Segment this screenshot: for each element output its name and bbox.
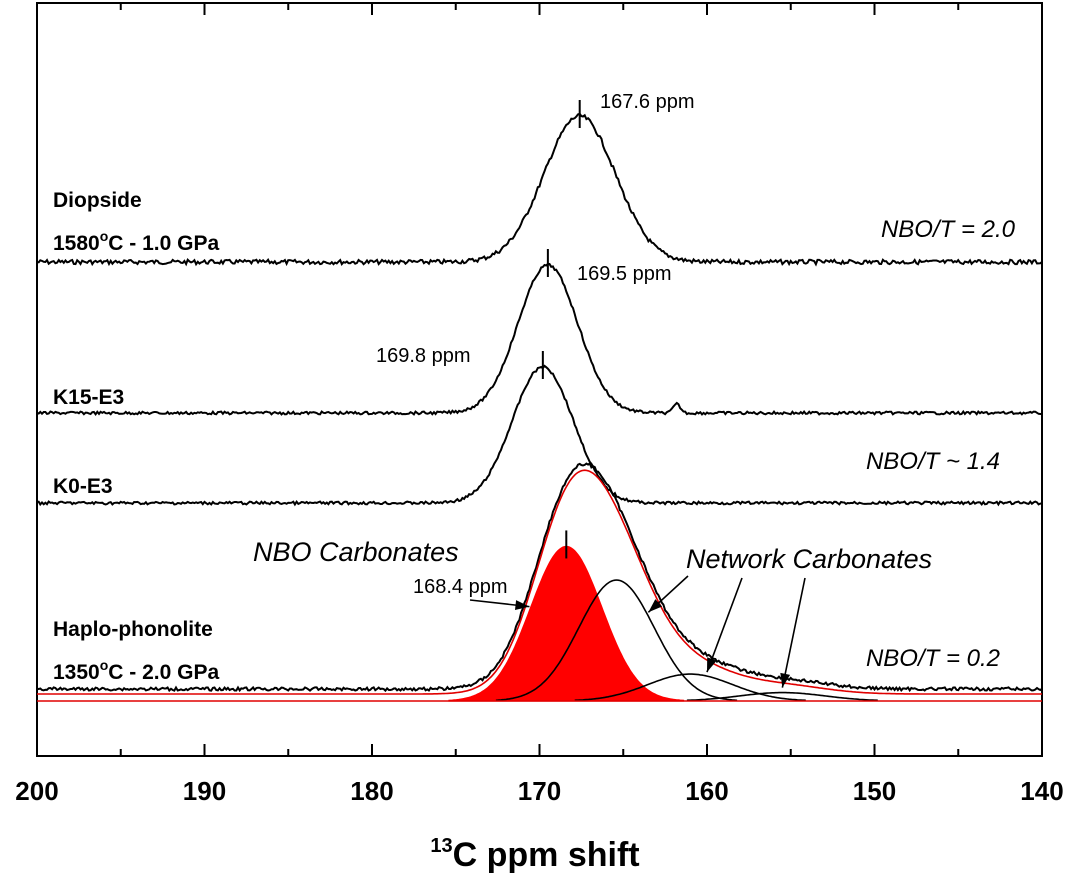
group-label-nbo-carbonates: NBO Carbonates [253, 537, 459, 567]
x-tick-label-200: 200 [15, 776, 58, 806]
x-axis-ticks [36, 3, 1043, 756]
nbo-t-haplo: NBO/T = 0.2 [866, 645, 1000, 672]
sample-label-diopside: Diopside [53, 189, 142, 212]
sample-label-k0: K0-E3 [53, 475, 113, 498]
annotations-layer [469, 100, 806, 688]
series-k0-spectrum-2 [36, 364, 1043, 507]
peak-label-diopside: 167.6 ppm [600, 91, 695, 113]
x-tick-label-160: 160 [685, 776, 728, 806]
peak-label-k15: 169.5 ppm [577, 263, 672, 285]
sample-label-k15: K15-E3 [53, 386, 124, 409]
peak-label-k0: 169.8 ppm [376, 345, 471, 367]
group-label-network-carbonates: Network Carbonates [686, 544, 932, 574]
arrow-network-3-head [780, 672, 791, 688]
arrow-network-3-line [781, 577, 806, 688]
x-tick-label-140: 140 [1020, 776, 1063, 806]
series-diopside-spectrum-0 [36, 112, 1043, 267]
arrow-nbo-head [514, 600, 530, 611]
series-haplo-component-network-8 [686, 691, 878, 702]
x-axis-tick-labels: 200 190 180 170 160 150 140 [15, 776, 1063, 806]
x-tick-label-170: 170 [518, 776, 561, 806]
arrow-network-2-head [707, 657, 717, 673]
series-haplo-component-network-6 [495, 579, 738, 702]
nbo-t-diopside: NBO/T = 2.0 [881, 216, 1016, 243]
sample-conditions-haplo: 1350oC - 2.0 GPa [53, 657, 219, 684]
series-k15-spectrum-1 [36, 262, 1043, 417]
spectra-layer [36, 112, 1043, 702]
sample-conditions-diopside: 1580oC - 1.0 GPa [53, 228, 219, 255]
sample-label-haplo: Haplo-phonolite [53, 618, 213, 641]
series-haplo-fit-sum-4 [37, 469, 1042, 695]
nbo-t-k0: NBO/T ~ 1.4 [866, 448, 1000, 475]
arrow-network-1-head [648, 599, 663, 613]
peak-label-haplo: 168.4 ppm [413, 576, 508, 598]
arrow-network-2-line [706, 577, 743, 673]
x-tick-label-190: 190 [183, 776, 226, 806]
series-haplo-component-network-7 [574, 673, 806, 702]
x-axis-label: 13C ppm shift [430, 835, 639, 874]
x-tick-label-150: 150 [853, 776, 896, 806]
series-haplo-spectrum-3 [36, 461, 1043, 693]
x-tick-label-180: 180 [350, 776, 393, 806]
